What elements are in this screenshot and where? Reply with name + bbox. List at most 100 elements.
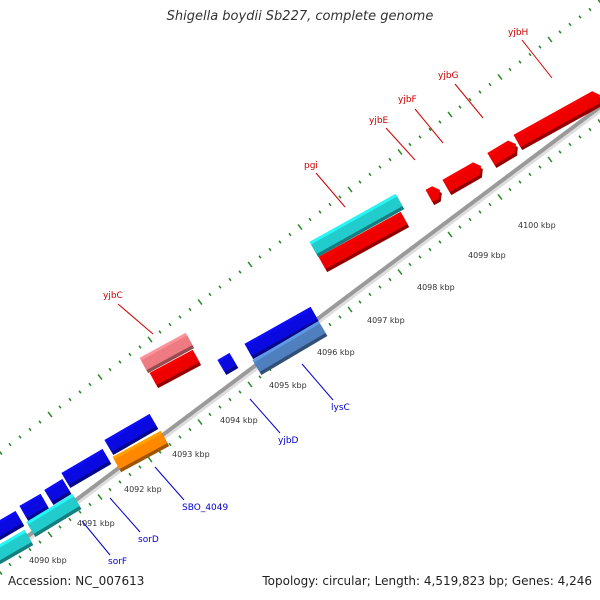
reverse-tick [188, 427, 192, 432]
gene-yjbF-arrow [442, 162, 483, 196]
reverse-tick [447, 231, 453, 238]
forward-tick [188, 307, 192, 312]
forward-tick [558, 30, 562, 34]
forward-tick [538, 45, 542, 49]
gene-label-yjbD[interactable]: yjbD [278, 436, 299, 446]
forward-tick [238, 270, 242, 274]
forward-tick [508, 67, 512, 72]
forward-tick [228, 277, 232, 282]
reverse-tick [228, 397, 232, 402]
forward-tick [528, 52, 532, 57]
forward-tick [168, 322, 172, 327]
reverse-tick [108, 487, 112, 492]
forward-tick [197, 298, 203, 306]
reverse-tick [138, 465, 142, 469]
reverse-tick [97, 493, 103, 501]
forward-tick [597, 0, 600, 4]
reverse-tick [68, 517, 72, 522]
gene-blue-arrow-1 [244, 306, 320, 360]
map-title: Shigella boydii Sb227, complete genome [166, 9, 434, 24]
gene-label-sorF[interactable]: sorF [108, 557, 127, 567]
label-connectors [81, 39, 553, 556]
gene-yjbH-arrow [513, 91, 600, 151]
forward-tick [147, 336, 153, 343]
forward-tick [138, 345, 142, 349]
reverse-tick [478, 210, 482, 214]
gene-yjbD-arrow [217, 352, 239, 376]
reverse-tick [338, 315, 342, 319]
forward-tick [338, 195, 342, 199]
connector-sorD [109, 497, 141, 533]
forward-tick [347, 186, 353, 193]
gene-cyan-arrow-edge [0, 529, 34, 565]
kbp-label-4098: 4098 kbp [417, 283, 455, 292]
reverse-tick [538, 165, 542, 169]
reverse-tick [368, 292, 372, 297]
gene-label-yjbE[interactable]: yjbE [369, 116, 389, 126]
tick-marks [0, 0, 600, 576]
reverse-tick [128, 472, 132, 477]
forward-tick [547, 36, 553, 43]
gene-blue-arrow-3 [44, 479, 72, 505]
reverse-tick [528, 172, 532, 177]
reverse-tick [578, 135, 582, 139]
forward-tick [428, 127, 432, 132]
reverse-tick [568, 142, 572, 147]
gene-labels: yjbH yjbG yjbF yjbE pgi yjbC lysC yjbD SBO_4049s… [103, 28, 528, 567]
gene-label-sorD[interactable]: sorD [138, 535, 159, 545]
reverse-tick [8, 562, 12, 567]
reverse-tick [147, 456, 153, 463]
reverse-tick [428, 247, 432, 252]
kbp-label-4096: 4096 kbp [317, 348, 355, 357]
gene-yjbE-arrow [425, 186, 442, 206]
reverse-tick [38, 540, 42, 544]
gene-label-yjbH[interactable]: yjbH [508, 28, 528, 38]
kbp-label-4099: 4099 kbp [468, 251, 506, 260]
kbp-label-4090: 4090 kbp [29, 556, 67, 565]
forward-tick [497, 73, 503, 81]
gene-label-SBO_4049[interactable]: SBO_4049 [182, 503, 228, 513]
gene-label-yjbG[interactable]: yjbG [438, 71, 459, 81]
kbp-label-4100: 4100 kbp [518, 221, 556, 230]
forward-tick [318, 210, 322, 214]
genome-summary-text: Topology: circular; Length: 4,519,823 bp… [262, 574, 592, 588]
gene-blue-arrow-4 [19, 493, 50, 522]
reverse-tick [0, 570, 3, 576]
forward-tick [178, 315, 182, 319]
reverse-tick [238, 390, 242, 394]
forward-tick [278, 240, 282, 244]
reverse-tick [588, 127, 592, 132]
forward-tick [518, 60, 522, 64]
connector-yjbC [117, 303, 154, 335]
forward-tick [378, 165, 382, 169]
gene-label-yjbF[interactable]: yjbF [398, 95, 417, 105]
reverse-tick [347, 306, 353, 313]
forward-tick [568, 22, 572, 27]
reverse-tick [258, 375, 262, 379]
forward-tick [358, 180, 362, 184]
gene-label-yjbC[interactable]: yjbC [103, 291, 123, 301]
connector-SBO_4049 [154, 466, 185, 501]
forward-tick [258, 255, 262, 259]
reverse-tick [488, 202, 492, 207]
forward-tick [368, 172, 372, 177]
reverse-tick [18, 555, 22, 559]
accession-text: Accession: NC_007613 [8, 574, 145, 588]
gene-label-pgi[interactable]: pgi [304, 161, 318, 171]
forward-tick [18, 435, 22, 439]
kbp-label-4091: 4091 kbp [77, 519, 115, 528]
forward-tick [68, 397, 72, 402]
forward-tick [288, 232, 292, 237]
forward-tick [218, 285, 222, 289]
forward-tick [247, 261, 253, 268]
gene-sorD-arrow [61, 448, 112, 489]
kbp-labels: 4090 kbp 4091 kbp 4092 kbp 4093 kbp 4094 kbp… [29, 221, 556, 565]
gene-yjbG-arrow [487, 140, 518, 169]
forward-tick [208, 292, 212, 297]
gene-SBO_4049-arrow [112, 430, 170, 473]
reverse-tick [468, 217, 472, 222]
forward-tick [128, 352, 132, 357]
gene-label-lysC[interactable]: lysC [331, 403, 350, 413]
forward-tick [58, 405, 62, 409]
